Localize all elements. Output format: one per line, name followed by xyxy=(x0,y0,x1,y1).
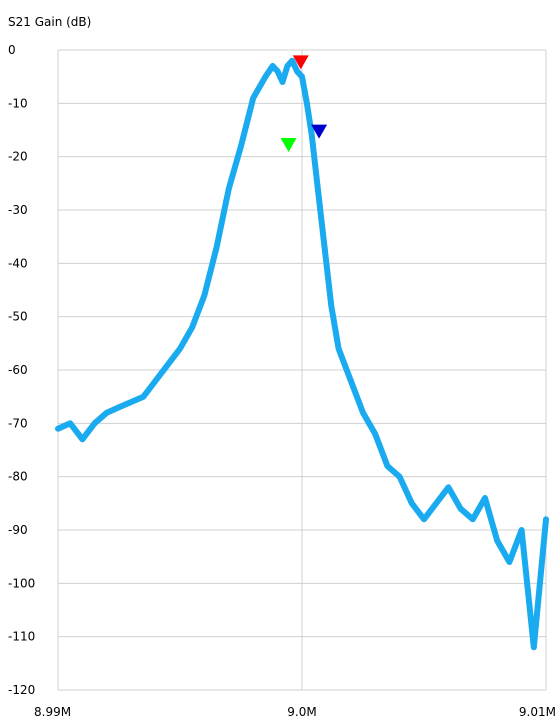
x-tick-label: 8.99M xyxy=(34,705,71,719)
y-tick-label: -40 xyxy=(8,256,28,270)
marker-triangle xyxy=(311,124,328,139)
x-tick-label: 9.01M xyxy=(519,705,556,719)
series-layer xyxy=(55,57,549,651)
marker-triangle xyxy=(292,55,309,70)
y-tick-label: -70 xyxy=(8,416,28,430)
series-line xyxy=(55,57,549,651)
y-tick-label: -110 xyxy=(8,630,35,644)
y-tick-label: -120 xyxy=(8,683,35,697)
y-tick-label: 0 xyxy=(8,43,16,57)
y-tick-label: -100 xyxy=(8,576,35,590)
y-tick-label: -20 xyxy=(8,150,28,164)
y-axis-title: S21 Gain (dB) xyxy=(8,15,91,29)
y-tick-label: -30 xyxy=(8,203,28,217)
y-tick-label: -50 xyxy=(8,310,28,324)
axis-tick-labels: 0 -10 -20 -30 -40 -50 -60 -70 -80 -90 -100 -110 -120… xyxy=(8,43,556,719)
y-tick-label: -10 xyxy=(8,96,28,110)
marker-layer xyxy=(280,55,328,152)
y-tick-label: -90 xyxy=(8,523,28,537)
marker-triangle xyxy=(280,138,297,152)
gridlines xyxy=(57,49,547,691)
y-tick-label: -60 xyxy=(8,363,28,377)
x-tick-label: 9.0M xyxy=(287,705,316,719)
y-tick-label: -80 xyxy=(8,470,28,484)
